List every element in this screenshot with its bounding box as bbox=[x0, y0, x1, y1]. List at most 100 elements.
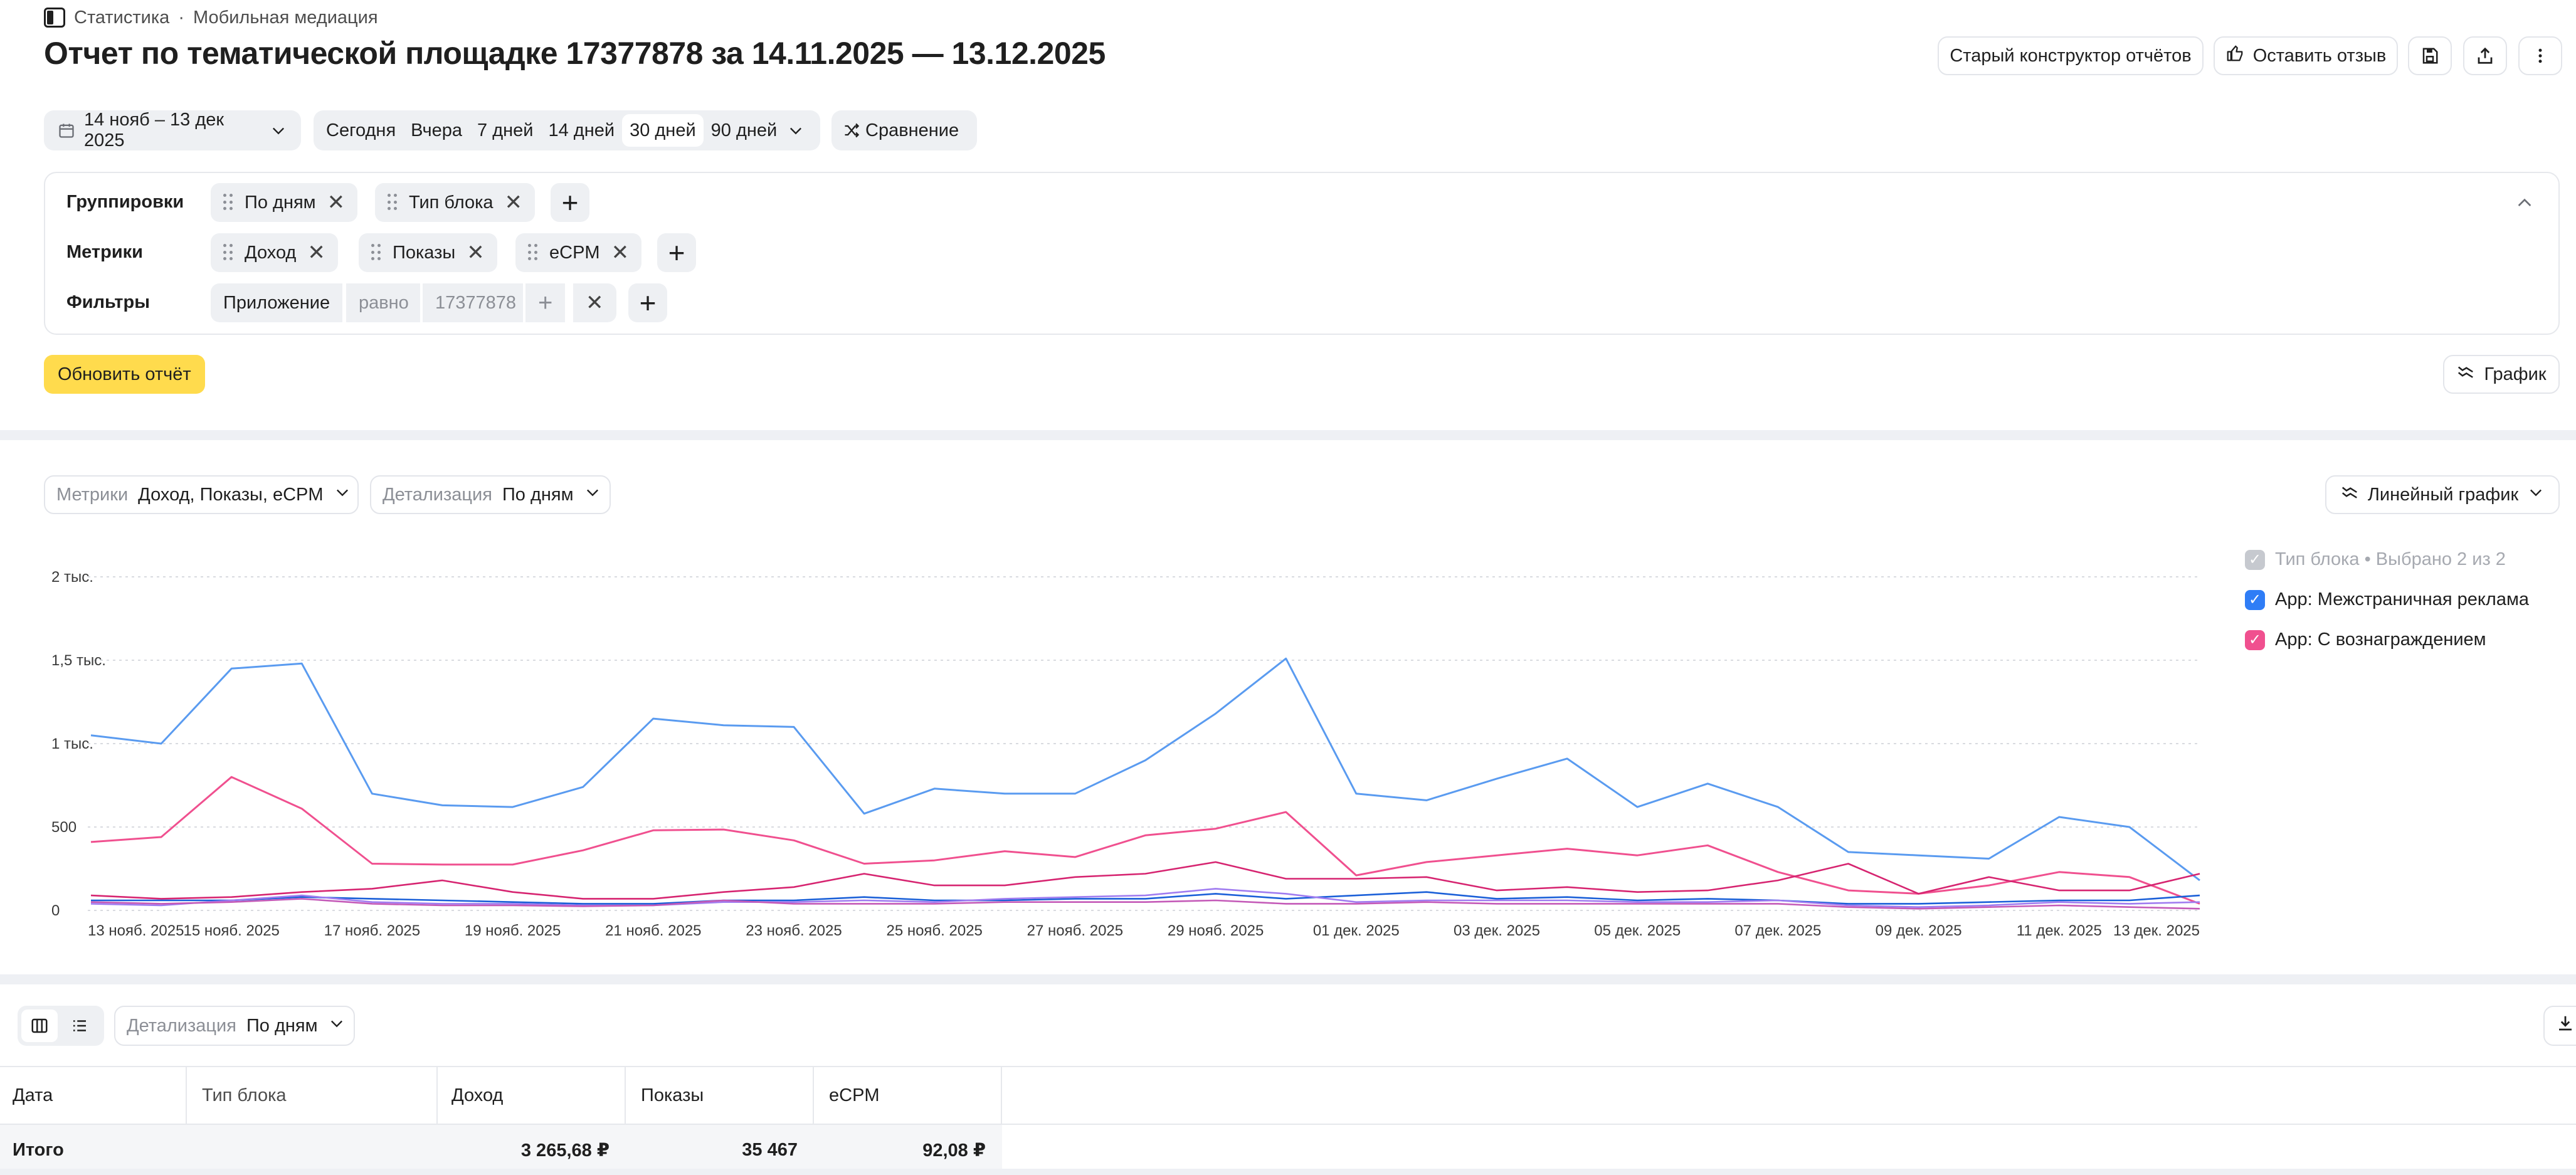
grouping-label: По дням bbox=[245, 192, 316, 213]
metrics-dropdown[interactable]: Метрики Доход, Показы, eCPM bbox=[44, 475, 359, 514]
series-line-0[interactable] bbox=[90, 657, 2200, 882]
close-icon[interactable]: ✕ bbox=[467, 241, 485, 265]
detail-dropdown[interactable]: Детализация По дням bbox=[370, 475, 611, 514]
checkbox-icon: ✓ bbox=[2245, 630, 2265, 650]
comparison-button[interactable]: Сравнение bbox=[831, 110, 977, 150]
column-header-revenue[interactable]: Доход bbox=[451, 1085, 504, 1105]
old-builder-button[interactable]: Старый конструктор отчётов bbox=[1938, 36, 2204, 75]
filter-value[interactable]: 17377878 bbox=[420, 283, 529, 322]
table-panel: Детализация По дням Дата Тип блока Доход… bbox=[0, 984, 2576, 1169]
legend-header[interactable]: ✓ Тип блока • Выбрано 2 из 2 bbox=[2245, 549, 2506, 570]
add-grouping-button[interactable]: + bbox=[551, 183, 589, 222]
filter-remove-button[interactable]: ✕ bbox=[571, 283, 616, 322]
detail-dropdown-value: По дням bbox=[502, 484, 574, 505]
x-tick-label: 19 нояб. 2025 bbox=[465, 922, 561, 939]
groupings-label: Группировки bbox=[66, 192, 184, 212]
chart-lines-icon bbox=[2456, 362, 2475, 386]
download-icon bbox=[2556, 1014, 2575, 1038]
chevron-down-icon bbox=[2527, 483, 2545, 506]
period-today[interactable]: Сегодня bbox=[326, 120, 396, 140]
drag-handle-icon[interactable] bbox=[388, 194, 398, 211]
chart-lines-icon bbox=[2340, 483, 2359, 507]
close-icon[interactable]: ✕ bbox=[504, 191, 523, 214]
thumbs-up-icon bbox=[2225, 44, 2244, 68]
y-tick-label: 500 bbox=[51, 819, 77, 836]
series-line-1[interactable] bbox=[90, 776, 2200, 905]
legend-item-rewarded[interactable]: ✓ App: С вознаграждением bbox=[2245, 630, 2486, 650]
save-icon[interactable] bbox=[2408, 36, 2452, 75]
list-view-icon[interactable] bbox=[61, 1009, 98, 1042]
close-icon[interactable]: ✕ bbox=[611, 241, 630, 265]
columns-view-icon[interactable] bbox=[21, 1009, 58, 1042]
detail-dropdown-value: По дням bbox=[246, 1015, 318, 1036]
x-tick-label: 09 дек. 2025 bbox=[1876, 922, 1962, 939]
metric-chip-revenue[interactable]: Доход ✕ bbox=[211, 233, 338, 272]
share-icon[interactable] bbox=[2463, 36, 2507, 75]
column-header-impressions[interactable]: Показы bbox=[641, 1085, 704, 1105]
y-tick-label: 2 тыс. bbox=[51, 569, 93, 586]
breadcrumb-statistics[interactable]: Статистика bbox=[74, 7, 170, 28]
detail-dropdown-label: Детализация bbox=[127, 1015, 236, 1036]
filter-add-value-button[interactable]: + bbox=[523, 283, 566, 322]
period-14-days[interactable]: 14 дней bbox=[548, 120, 615, 140]
metrics-label: Метрики bbox=[66, 242, 143, 262]
filter-field[interactable]: Приложение bbox=[211, 283, 343, 322]
chevron-down-icon[interactable] bbox=[784, 114, 807, 147]
chevron-up-icon[interactable] bbox=[2515, 193, 2535, 216]
add-filter-button[interactable]: + bbox=[628, 283, 667, 322]
metric-label: Доход bbox=[245, 242, 297, 263]
metric-chip-impressions[interactable]: Показы ✕ bbox=[359, 233, 497, 272]
series-line-2[interactable] bbox=[90, 861, 2200, 900]
table-total-row: Итого 3 265,68 ₽ 35 467 92,08 ₽ bbox=[0, 1125, 1002, 1169]
grouping-chip-block-type[interactable]: Тип блока ✕ bbox=[375, 183, 536, 222]
metric-chip-ecpm[interactable]: eCPM ✕ bbox=[515, 233, 642, 272]
chart-toggle-button[interactable]: График bbox=[2443, 355, 2560, 394]
checkbox-icon: ✓ bbox=[2245, 589, 2265, 610]
table-header-border bbox=[0, 1124, 2576, 1125]
drag-handle-icon[interactable] bbox=[528, 244, 538, 261]
more-icon[interactable] bbox=[2518, 36, 2562, 75]
table-header-row: Дата Тип блока Доход Показы eCPM bbox=[0, 1067, 1002, 1124]
breadcrumb-mobile-mediation[interactable]: Мобильная медиация bbox=[193, 7, 378, 28]
grouping-label: Тип блока bbox=[409, 192, 494, 213]
table-detail-dropdown[interactable]: Детализация По дням bbox=[114, 1006, 355, 1046]
column-header-date[interactable]: Дата bbox=[13, 1085, 53, 1105]
series-line-5[interactable] bbox=[90, 898, 2200, 910]
period-7-days[interactable]: 7 дней bbox=[477, 120, 534, 140]
period-selector: Сегодня Вчера 7 дней 14 дней 30 дней 90 … bbox=[314, 110, 820, 150]
view-switch bbox=[18, 1006, 104, 1046]
column-header-ecpm[interactable]: eCPM bbox=[829, 1085, 880, 1105]
date-range-value: 14 нояб – 13 дек 2025 bbox=[84, 110, 224, 150]
period-30-days[interactable]: 30 дней bbox=[622, 114, 704, 147]
chart-type-label: Линейный график bbox=[2367, 484, 2519, 505]
close-icon[interactable]: ✕ bbox=[327, 191, 346, 214]
period-90-days[interactable]: 90 дней bbox=[710, 120, 778, 140]
feedback-button[interactable]: Оставить отзыв bbox=[2214, 36, 2398, 75]
drag-handle-icon[interactable] bbox=[223, 244, 233, 261]
download-button[interactable] bbox=[2543, 1006, 2576, 1046]
sidebar-toggle-icon[interactable] bbox=[44, 8, 65, 28]
x-tick-label: 11 дек. 2025 bbox=[2017, 922, 2102, 939]
x-tick-label: 13 дек. 2025 bbox=[2113, 922, 2200, 939]
grouping-chip-by-days[interactable]: По дням ✕ bbox=[211, 183, 358, 222]
comparison-label: Сравнение bbox=[865, 120, 959, 140]
series-line-4[interactable] bbox=[90, 888, 2200, 909]
drag-handle-icon[interactable] bbox=[223, 194, 233, 211]
column-header-block-type[interactable]: Тип блока bbox=[202, 1085, 287, 1105]
period-yesterday[interactable]: Вчера bbox=[411, 120, 463, 140]
x-tick-label: 29 нояб. 2025 bbox=[1168, 922, 1264, 939]
metrics-dropdown-value: Доход, Показы, eCPM bbox=[138, 484, 324, 505]
filter-operator[interactable]: равно bbox=[344, 283, 421, 322]
line-chart[interactable]: 0 500 1 тыс. 1,5 тыс. 2 тыс. 13 нояб. 2025 15… bbox=[0, 540, 2220, 954]
update-report-button[interactable]: Обновить отчёт bbox=[44, 355, 205, 394]
close-icon[interactable]: ✕ bbox=[307, 241, 325, 265]
total-label: Итого bbox=[13, 1139, 64, 1160]
checkbox-icon: ✓ bbox=[2245, 549, 2265, 570]
date-range-picker[interactable]: 14 нояб – 13 дек 2025 bbox=[44, 110, 301, 150]
legend-item-interstitial[interactable]: ✓ App: Межстраничная реклама bbox=[2245, 589, 2529, 610]
chart-type-dropdown[interactable]: Линейный график bbox=[2325, 475, 2560, 514]
series-line-3[interactable] bbox=[91, 891, 2200, 905]
drag-handle-icon[interactable] bbox=[371, 244, 381, 261]
column-divider bbox=[186, 1067, 187, 1169]
add-metric-button[interactable]: + bbox=[657, 233, 696, 272]
